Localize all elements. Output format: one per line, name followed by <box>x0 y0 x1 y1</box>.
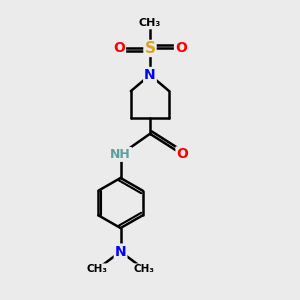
Text: O: O <box>176 147 188 161</box>
Text: S: S <box>145 41 155 56</box>
Text: O: O <box>175 41 187 56</box>
Text: O: O <box>113 41 125 56</box>
Text: N: N <box>144 68 156 82</box>
Text: CH₃: CH₃ <box>134 264 154 274</box>
Text: N: N <box>115 244 126 259</box>
Text: CH₃: CH₃ <box>86 264 107 274</box>
Text: CH₃: CH₃ <box>139 18 161 28</box>
Text: NH: NH <box>110 148 131 161</box>
